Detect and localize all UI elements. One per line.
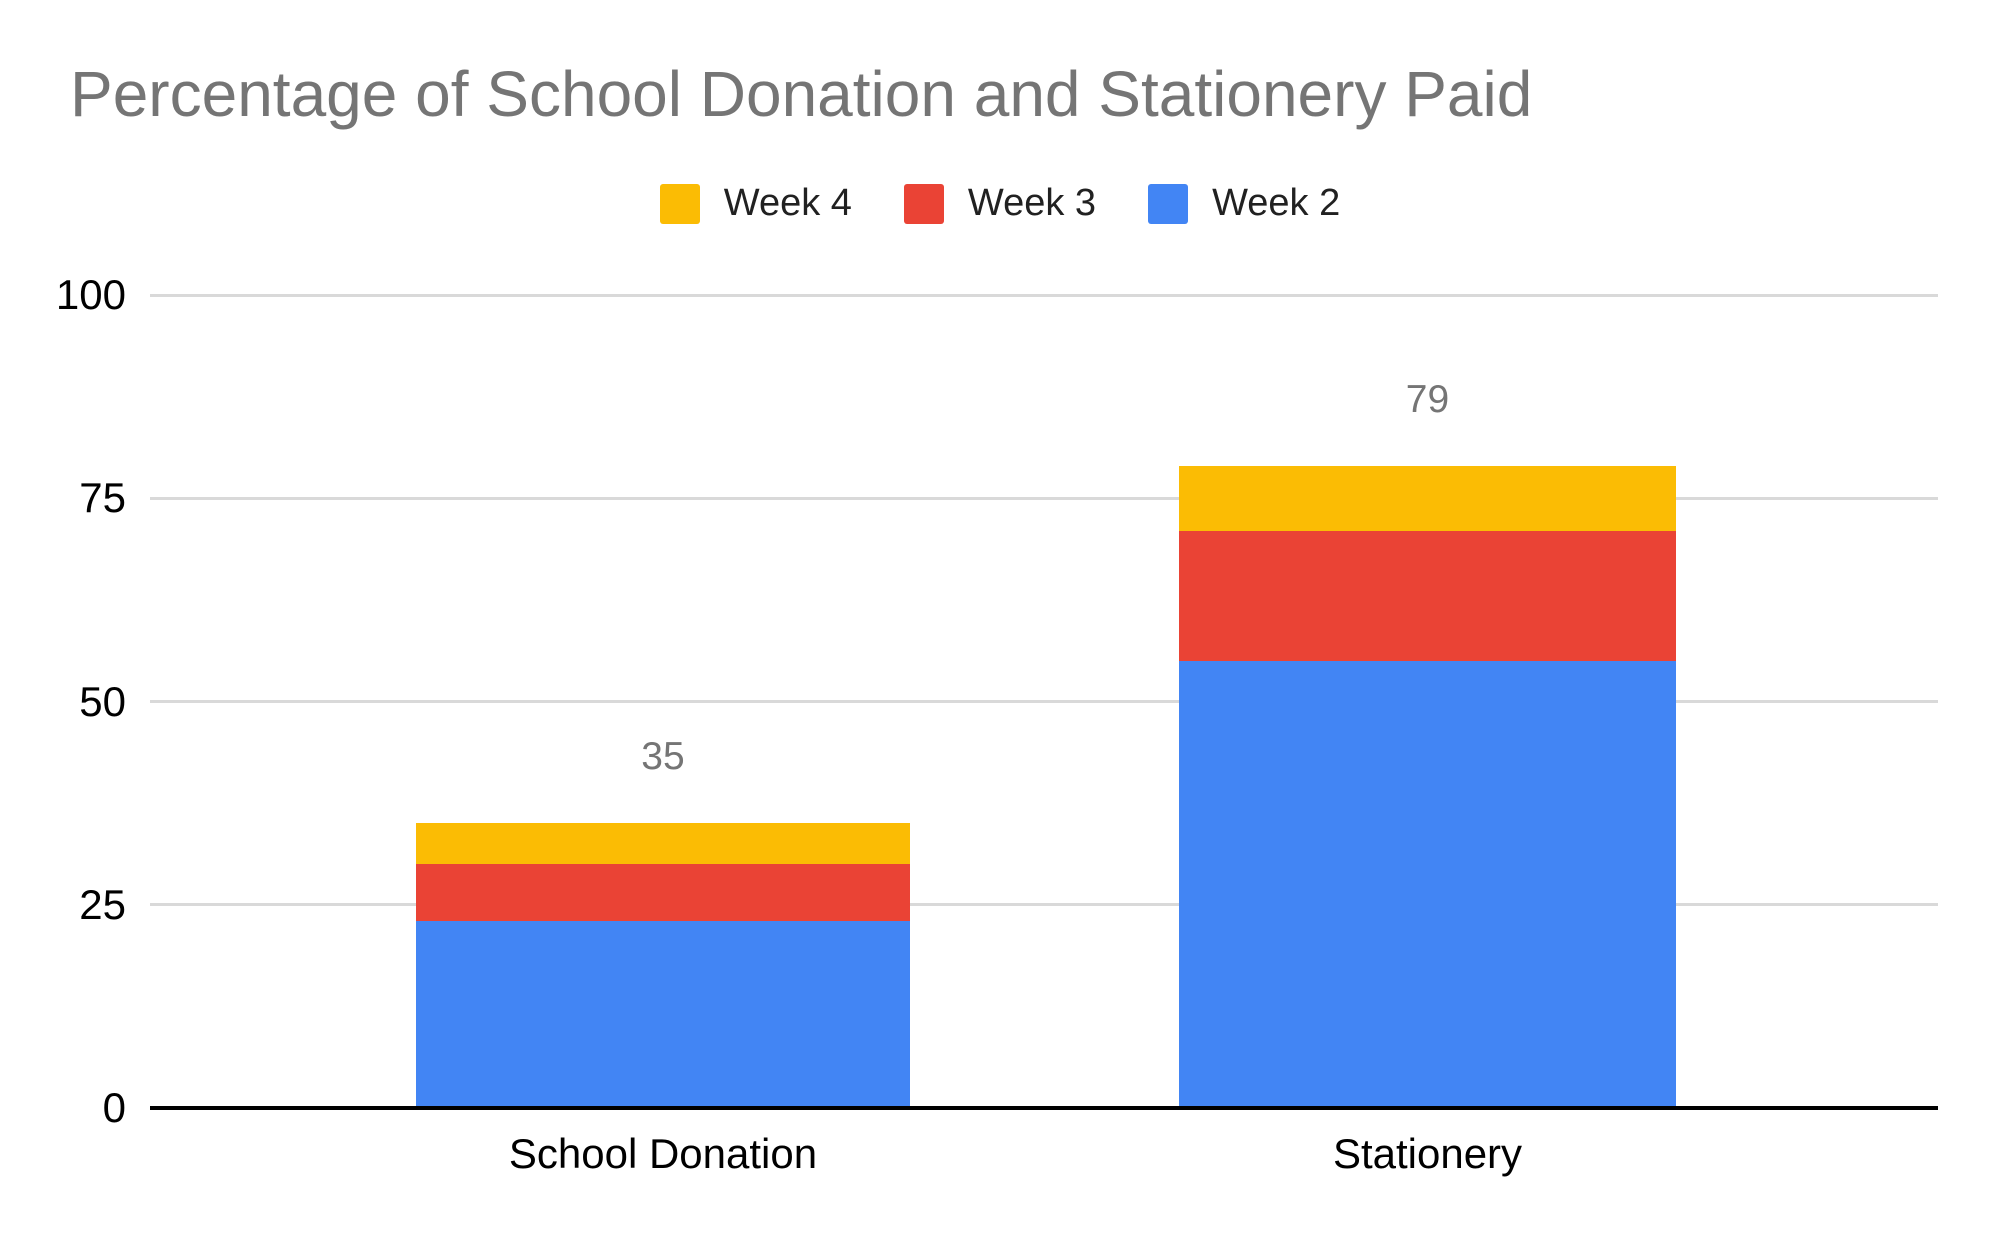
legend: Week 4 Week 3 Week 2 [0,182,2000,225]
bar-segment-school-donation-week-2 [416,921,910,1108]
chart-title: Percentage of School Donation and Statio… [70,58,1533,130]
bar-segment-stationery-week-2 [1179,660,1676,1108]
gridline-25 [150,903,1938,907]
gridline-50 [150,700,1938,703]
y-tick-label-75: 75 [79,474,126,522]
bar-segment-school-donation-week-3 [416,864,910,922]
bar-segment-school-donation-week-4 [416,823,910,865]
legend-label-week-2: Week 2 [1212,182,1341,224]
legend-swatch-week-2 [1148,183,1189,224]
y-tick-label-25: 25 [79,880,126,928]
bar-school-donation [416,823,910,1108]
plot-area: 0 25 50 75 100 35 School Donation 79 Stationery [56,274,1938,1176]
bar-segment-stationery-week-4 [1179,465,1676,531]
bar-stationery [1179,465,1676,1108]
x-axis-line [150,1106,1938,1110]
gridline-75 [150,496,1938,500]
legend-item-week-2: Week 2 [1148,182,1340,225]
bar-total-label-stationery: 79 [1405,377,1450,421]
y-tick-label-100: 100 [55,271,126,318]
legend-label-week-4: Week 4 [723,182,852,224]
gridline-100 [150,293,1938,297]
x-axis-label-stationery: Stationery [1332,1130,1523,1177]
y-tick-label-50: 50 [79,677,126,725]
legend-item-week-3: Week 3 [903,182,1097,225]
legend-item-week-4: Week 4 [659,182,852,225]
bar-segment-stationery-week-3 [1179,530,1676,661]
legend-swatch-week-4 [659,183,700,224]
bar-total-label-school-donation: 35 [641,735,685,779]
x-axis-label-school-donation: School Donation [508,1130,818,1177]
y-tick-label-0: 0 [102,1084,126,1131]
legend-swatch-week-3 [903,183,944,224]
legend-label-week-3: Week 3 [967,182,1097,224]
